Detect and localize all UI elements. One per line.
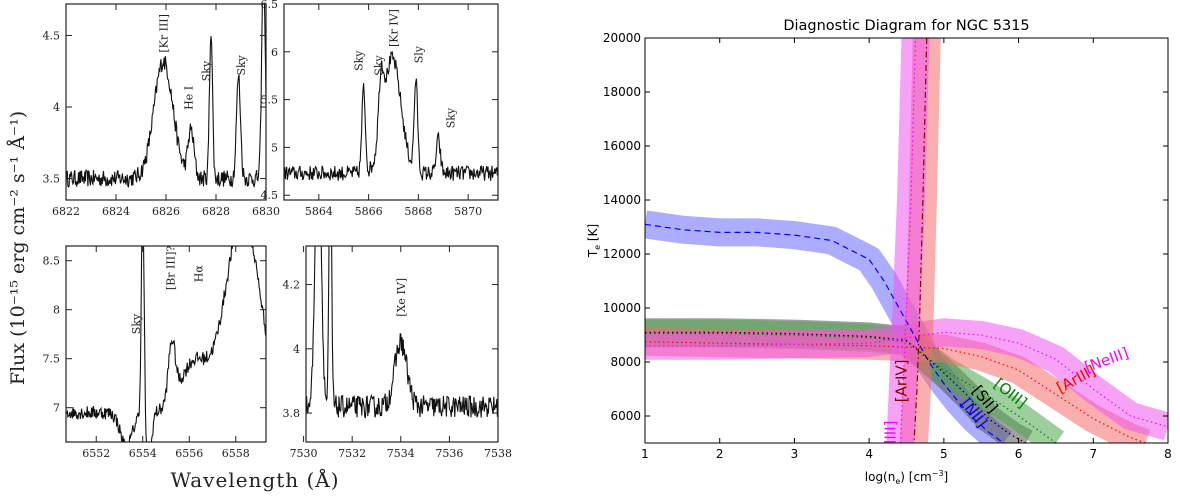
plot-frame [644,37,1169,444]
x-tick-label: 4 [865,447,873,461]
x-axis-label-part: ] [944,470,949,484]
y-tick-label: 4 [53,101,60,114]
x-tick-label: 6558 [222,447,250,460]
y-tick-label: 3.8 [283,407,301,420]
x-tick-label: 5870 [454,205,482,218]
line-annotation: Sly [412,45,425,63]
series-cliii [899,38,917,443]
panel-frame [283,3,499,201]
x-tick-label: 6822 [52,205,80,218]
line-annotation: Sky [353,50,366,71]
x-axis-label-part: −3 [932,469,944,478]
series-nii [645,223,1004,443]
flux-axis-label: Flux (10⁻¹⁵ erg cm⁻² s⁻¹ Å⁻¹) [7,111,29,385]
y-tick-label: 4 [293,343,300,356]
line-annotation: Sky [373,55,386,76]
x-tick-label: 2 [716,447,724,461]
x-tick-label: 6556 [175,447,203,460]
wavelength-axis-label: Wavelength (Å) [170,467,339,492]
x-tick-label: 6826 [152,205,180,218]
line-annotation: Sky [445,107,458,128]
y-tick-label: 4.5 [43,29,61,42]
y-tick-label: 20000 [603,31,641,45]
spectrum-line [284,51,498,181]
series-label: [NeIII] [1082,344,1131,376]
spectra-composite: 6822 6824 6826 6828 6830 3.5 4 4.5 [Kr III] He I S… [43,0,513,460]
line-annotation: Hα [193,265,206,283]
band-neiii [645,318,1168,441]
y-tick-label: 8000 [610,355,641,369]
x-tick-label: 6828 [202,205,230,218]
y-tick-label: 12000 [603,247,641,261]
y-tick-label: 14000 [603,193,641,207]
y-tick-label: 5.5 [261,94,279,107]
series-oiii [645,333,1057,443]
x-tick-label: 6830 [252,205,280,218]
spectrum-line [66,246,266,442]
line-annotation: Sky [235,54,248,75]
line-annotation: He I [183,86,196,110]
y-tick-label: 6000 [610,409,641,423]
y-tick-label: 18000 [603,85,641,99]
x-tick-label: 6 [1015,447,1023,461]
y-axis-label: Te [K] [586,224,602,258]
panel-frame [305,245,499,443]
line-annotation: Sky [130,313,143,334]
diagnostic-diagram: Diagnostic Diagram for NGC 5315[NII][SII… [586,18,1172,486]
spectrum-panel-bottom-left: 6552 6554 6556 6558 7 7.5 8 8.5 Sky [Br III]? Hα [43,245,267,460]
line-annotation: Sky [200,60,213,81]
y-tick-label: 16000 [603,139,641,153]
series-ariv [913,38,928,443]
y-tick-label: 6.5 [261,0,279,11]
x-tick-label: 7534 [387,447,415,460]
x-axis-label-part: e [895,477,900,486]
spectrum-panel-bottom-right: 7530 7532 7534 7536 7538 3.8 4 4.2 [Xe IV] [283,245,512,460]
panel-frame [65,245,267,443]
y-tick-label: 3.5 [43,173,61,186]
x-tick-label: 7538 [484,447,512,460]
x-tick-label: 6554 [129,447,157,460]
y-tick-label: 4.2 [283,279,301,292]
x-tick-label: 5864 [305,205,333,218]
x-tick-label: 7530 [290,447,318,460]
y-tick-label: 5 [271,141,278,154]
y-tick-label: 7 [53,402,60,415]
series-label: [ArIV] [893,359,911,402]
y-axis-label-part: [K] [586,224,600,245]
line-annotation: [Br III]? [165,246,178,290]
y-tick-label: 8.5 [43,255,61,268]
x-tick-label: 5868 [404,205,432,218]
line-annotation: [Kr III] [158,14,171,53]
x-tick-label: 3 [791,447,799,461]
plot-area: [NII][SII][OIII] [ArIII][NeIII][ArIV][ClI… [645,38,1168,460]
y-axis-label-part: T [586,249,600,258]
x-axis-label-part: log(n [865,470,896,484]
y-tick-label: 7.5 [43,353,61,366]
y-tick-label: 6 [271,46,278,59]
x-axis-label: log(ne) [cm−3] [865,469,948,486]
x-tick-label: 7536 [435,447,463,460]
x-tick-label: 6552 [82,447,110,460]
y-axis-label-part: e [593,245,602,250]
spectrum-line [66,4,266,188]
y-tick-label: 4.5 [261,189,279,202]
y-tick-label: 8 [53,304,60,317]
spectrum-panel-top-left: 6822 6824 6826 6828 6830 3.5 4 4.5 [Kr III] He I S… [43,3,280,218]
x-tick-label: 5866 [355,205,383,218]
x-tick-label: 6824 [102,205,130,218]
x-tick-label: 5 [940,447,948,461]
spectrum-line [306,246,498,419]
y-tick-label: 10000 [603,301,641,315]
x-tick-label: 1 [641,447,649,461]
series-label: [ClIII] [881,420,899,460]
x-axis-label-part: ) [cm [900,470,931,484]
x-tick-label: 7 [1089,447,1097,461]
line-annotation: [Xe IV] [395,278,408,317]
x-tick-label: 7532 [338,447,366,460]
chart-title: Diagnostic Diagram for NGC 5315 [783,18,1029,34]
x-tick-label: 8 [1164,447,1172,461]
line-annotation: [Kr IV] [387,9,400,47]
